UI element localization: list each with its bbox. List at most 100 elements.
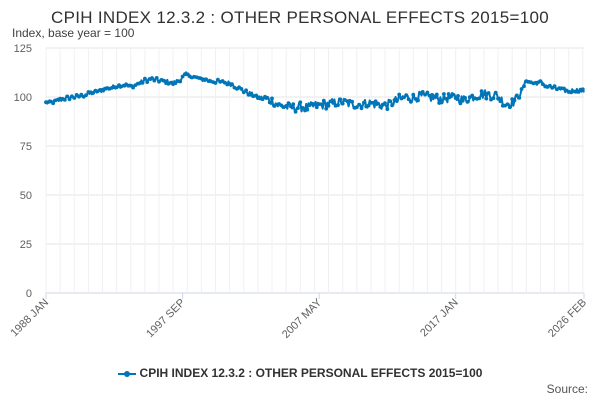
data-point	[244, 88, 249, 93]
y-axis: 0 25 50 75 100 125	[14, 43, 32, 300]
data-point	[373, 99, 378, 104]
y-tick-label: 50	[20, 190, 32, 202]
data-point	[326, 104, 331, 108]
data-point	[385, 107, 390, 111]
data-point	[463, 96, 467, 100]
data-point	[321, 98, 326, 103]
data-point	[72, 96, 77, 100]
data-point	[91, 91, 95, 95]
chart-subtitle: Index, base year = 100	[12, 26, 135, 40]
data-point	[394, 99, 399, 103]
data-point	[293, 109, 298, 114]
data-point	[515, 93, 519, 98]
data-point	[498, 99, 503, 104]
x-tick-label: 1988 JAN	[8, 297, 51, 340]
data-point	[300, 106, 305, 110]
data-point	[493, 90, 498, 95]
data-point	[491, 96, 496, 101]
data-point	[213, 81, 218, 85]
data-point	[366, 103, 371, 108]
data-point	[517, 96, 522, 100]
data-point	[267, 100, 272, 105]
data-point	[409, 100, 413, 104]
data-point	[230, 82, 234, 86]
data-point	[298, 100, 303, 105]
data-point	[253, 93, 258, 98]
data-point	[84, 93, 88, 98]
data-point	[411, 92, 416, 97]
data-point	[336, 103, 340, 107]
data-point	[239, 87, 244, 91]
x-tick-label: 2017 JAN	[418, 297, 461, 340]
data-point	[216, 77, 220, 82]
data-point	[576, 90, 580, 94]
data-point	[362, 100, 366, 105]
source-credit[interactable]: Source:	[546, 382, 588, 396]
data-point	[305, 107, 310, 112]
data-point	[484, 96, 489, 101]
data-point	[482, 92, 486, 97]
data-point	[291, 102, 296, 107]
data-point	[319, 102, 324, 107]
y-tick-label: 75	[20, 141, 32, 153]
legend[interactable]: CPIH INDEX 12.3.2 : OTHER PERSONAL EFFEC…	[0, 366, 600, 380]
data-point	[143, 76, 147, 81]
data-point	[465, 100, 470, 104]
data-point	[540, 82, 545, 87]
data-point	[62, 98, 67, 102]
y-tick-label: 0	[26, 288, 32, 300]
data-point	[470, 93, 475, 98]
chart-title: CPIH INDEX 12.3.2 : OTHER PERSONAL EFFEC…	[51, 8, 549, 27]
data-point	[512, 98, 517, 103]
data-point	[383, 101, 387, 106]
data-point	[354, 105, 359, 110]
data-point	[451, 92, 456, 97]
data-point	[496, 96, 500, 101]
data-point	[131, 85, 136, 90]
data-point	[265, 95, 270, 100]
data-point	[270, 96, 274, 101]
data-point	[378, 105, 383, 109]
data-point	[312, 102, 317, 107]
y-tick-label: 100	[14, 92, 32, 104]
data-point	[460, 98, 465, 103]
data-point	[376, 101, 380, 106]
data-point	[350, 99, 354, 104]
data-point	[434, 92, 439, 97]
data-point	[420, 90, 425, 94]
data-point	[359, 106, 364, 111]
data-point	[140, 81, 145, 85]
data-point	[522, 84, 526, 89]
data-point	[67, 97, 72, 102]
x-axis: 1988 JAN 1997 SEP 2007 MAY 2017 JAN 2026 FEB	[8, 293, 589, 341]
data-point	[486, 91, 491, 95]
data-point	[552, 84, 557, 89]
data-point	[505, 102, 510, 107]
data-point	[387, 99, 392, 103]
data-point	[51, 101, 55, 106]
data-point	[446, 92, 451, 96]
data-point	[286, 101, 291, 105]
x-tick-label: 2026 FEB	[546, 297, 589, 340]
gridlines	[45, 47, 584, 294]
data-point	[444, 96, 449, 101]
data-point	[152, 78, 157, 83]
series[interactable]	[44, 71, 585, 114]
data-point	[180, 74, 185, 79]
data-point	[154, 76, 159, 80]
data-point	[340, 101, 345, 106]
data-point	[477, 96, 482, 101]
data-point	[548, 83, 552, 88]
data-point	[65, 94, 70, 99]
y-tick-label: 125	[14, 43, 32, 55]
data-point	[161, 78, 166, 83]
legend-swatch-icon	[117, 369, 136, 379]
x-tick-label: 2007 MAY	[280, 296, 325, 341]
data-point	[458, 101, 463, 106]
data-point	[519, 87, 524, 91]
legend-label: CPIH INDEX 12.3.2 : OTHER PERSONAL EFFEC…	[139, 366, 483, 380]
data-point	[456, 94, 460, 98]
data-point	[260, 97, 265, 102]
data-point	[296, 106, 300, 110]
